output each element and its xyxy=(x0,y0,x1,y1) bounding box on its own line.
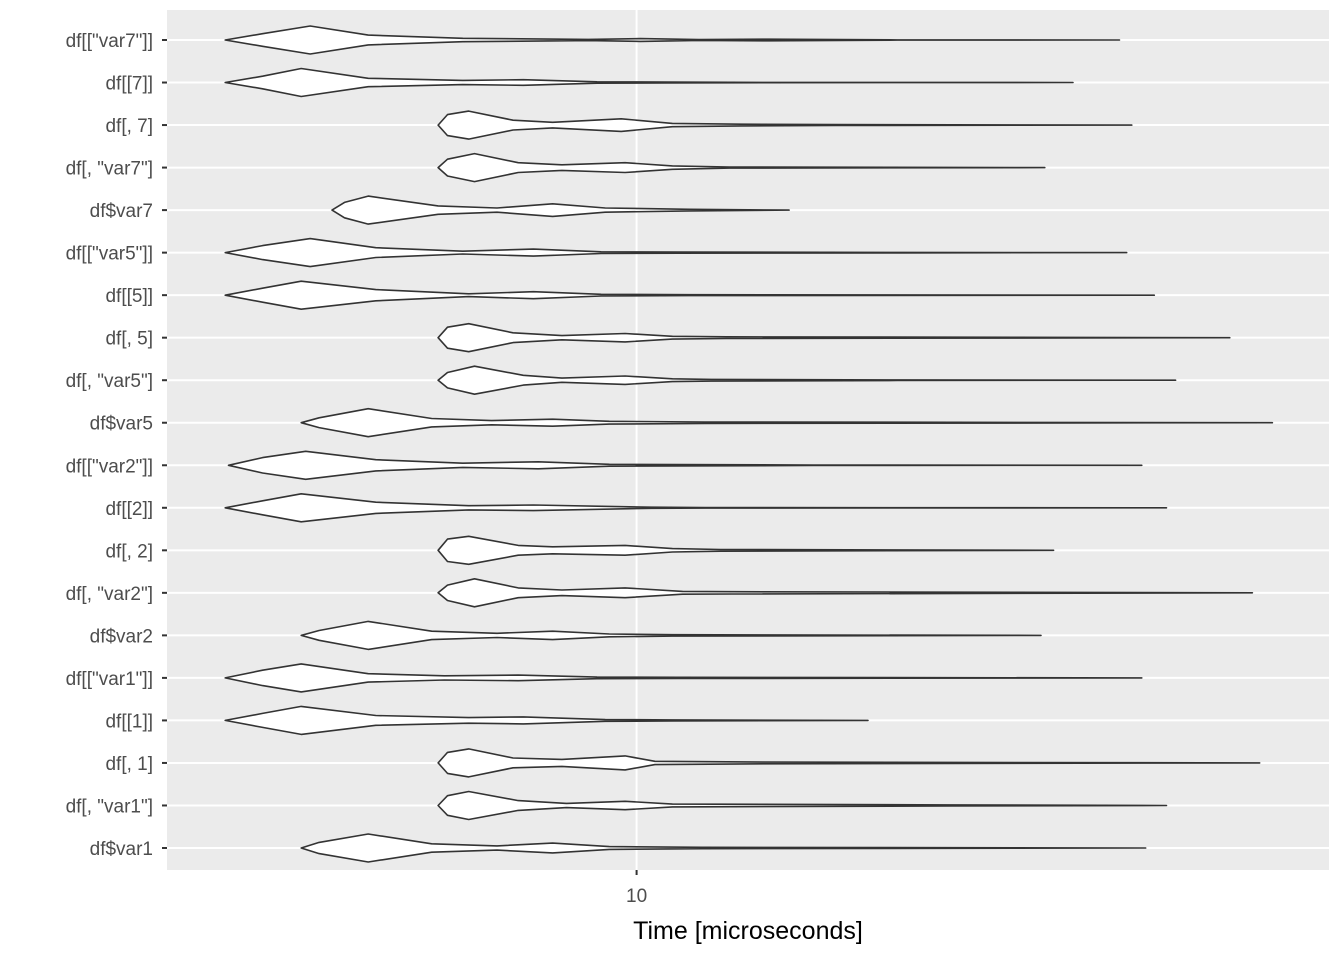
y-tick-label: df[, 1] xyxy=(105,754,153,775)
violin xyxy=(331,195,790,225)
y-tick-label: df[[1]] xyxy=(105,711,153,732)
violin xyxy=(300,407,1274,438)
violin xyxy=(300,620,1042,651)
violin xyxy=(224,67,1074,98)
y-tick-label: df[, "var7"] xyxy=(66,159,153,180)
y-tick-label: df[, "var1"] xyxy=(66,796,153,817)
y-tick-label: df[, 2] xyxy=(105,541,153,562)
violin xyxy=(437,152,1046,183)
violin xyxy=(437,535,1055,566)
violin xyxy=(437,322,1231,353)
x-axis: 10 xyxy=(626,870,647,907)
y-axis: df[["var7"]] df[[7]] df[, 7] df[, "var7"] df… xyxy=(66,31,167,860)
plot-panel xyxy=(167,10,1329,870)
violin xyxy=(224,25,1121,55)
violin xyxy=(224,280,1156,310)
violin xyxy=(300,833,1147,863)
x-tick-label: 10 xyxy=(626,886,647,907)
y-tick-label: df[["var2"]] xyxy=(66,456,153,477)
y-tick-label: df[["var7"]] xyxy=(66,31,153,52)
violins xyxy=(224,25,1274,863)
violin xyxy=(437,748,1261,778)
y-tick-label: df[, 7] xyxy=(105,116,153,137)
violin xyxy=(437,110,1133,140)
x-axis-title: Time [microseconds] xyxy=(633,917,863,945)
y-tick-label: df[[2]] xyxy=(105,499,153,520)
y-tick-label: df[, "var2"] xyxy=(66,584,153,605)
violin xyxy=(224,663,1143,693)
violin xyxy=(224,705,869,736)
y-tick-label: df[[7]] xyxy=(105,74,153,95)
y-tick-label: df[["var5"]] xyxy=(66,244,153,265)
y-tick-label: df[, "var5"] xyxy=(66,371,153,392)
y-tick-label: df$var1 xyxy=(90,839,153,860)
violin xyxy=(227,450,1143,481)
y-tick-label: df$var5 xyxy=(90,414,153,435)
violin xyxy=(437,365,1177,395)
violin xyxy=(437,578,1254,608)
violin xyxy=(224,237,1128,268)
y-tick-label: df[, 5] xyxy=(105,329,153,350)
y-tick-label: df$var2 xyxy=(90,626,153,647)
y-tick-label: df$var7 xyxy=(90,201,153,222)
y-tick-label: df[[5]] xyxy=(105,286,153,307)
y-tick-label: df[["var1"]] xyxy=(66,669,153,690)
violin xyxy=(437,790,1168,821)
violin xyxy=(224,493,1168,523)
